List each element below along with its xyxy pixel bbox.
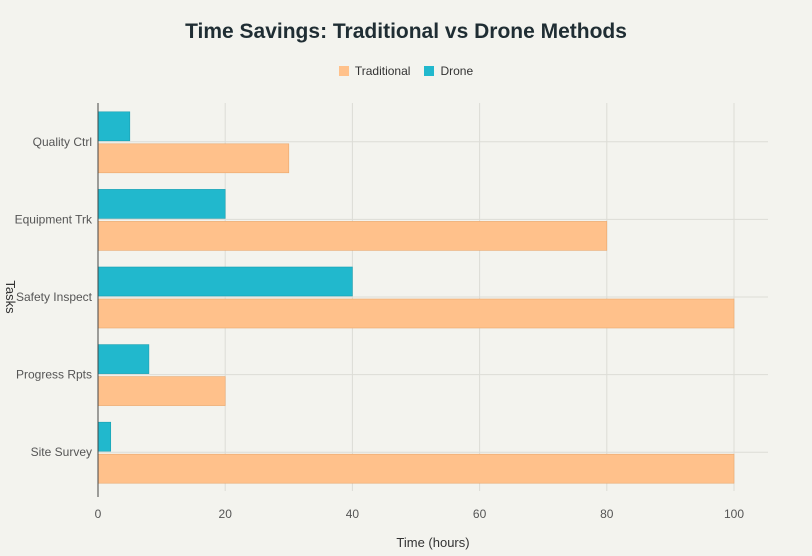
x-tick-label: 40 — [346, 507, 360, 521]
x-tick-label: 100 — [724, 507, 744, 521]
x-tick-label: 60 — [473, 507, 487, 521]
legend-swatch-traditional — [338, 66, 349, 76]
bar-drone — [97, 266, 353, 297]
x-tick-label: 20 — [219, 507, 233, 521]
legend: Traditional Drone — [0, 64, 812, 78]
legend-item-traditional[interactable]: Traditional — [338, 64, 411, 78]
bar-traditional — [97, 453, 735, 484]
bar-drone — [97, 189, 226, 219]
bar-traditional — [97, 298, 735, 329]
grid — [98, 103, 768, 491]
axes: 0 20 40 60 80 100 Quality Ctrl Equipment Trk Saf… — [15, 103, 744, 521]
legend-label-traditional: Traditional — [354, 64, 411, 78]
x-tick-label: 80 — [600, 507, 614, 521]
legend-label-drone: Drone — [440, 64, 474, 78]
bar-drone — [97, 111, 131, 142]
x-axis-title: Time (hours) — [396, 535, 469, 550]
y-tick-label: Site Survey — [31, 445, 92, 459]
bar-drone — [97, 421, 112, 452]
bar-traditional — [97, 376, 226, 406]
y-tick-label: Equipment Trk — [15, 212, 93, 226]
y-tick-label: Progress Rpts — [16, 368, 92, 382]
y-tick-label: Quality Ctrl — [33, 135, 92, 149]
y-axis-title: Tasks — [3, 280, 18, 314]
legend-item-drone[interactable]: Drone — [424, 64, 473, 78]
legend-swatch-drone — [424, 66, 435, 76]
bars — [97, 111, 735, 484]
x-tick-label: 0 — [95, 507, 102, 521]
bar-traditional — [97, 221, 608, 251]
bar-traditional — [97, 143, 290, 174]
y-tick-label: Safety Inspect — [16, 290, 93, 304]
chart-title: Time Savings: Traditional vs Drone Metho… — [185, 20, 627, 43]
bar-drone — [97, 344, 150, 374]
